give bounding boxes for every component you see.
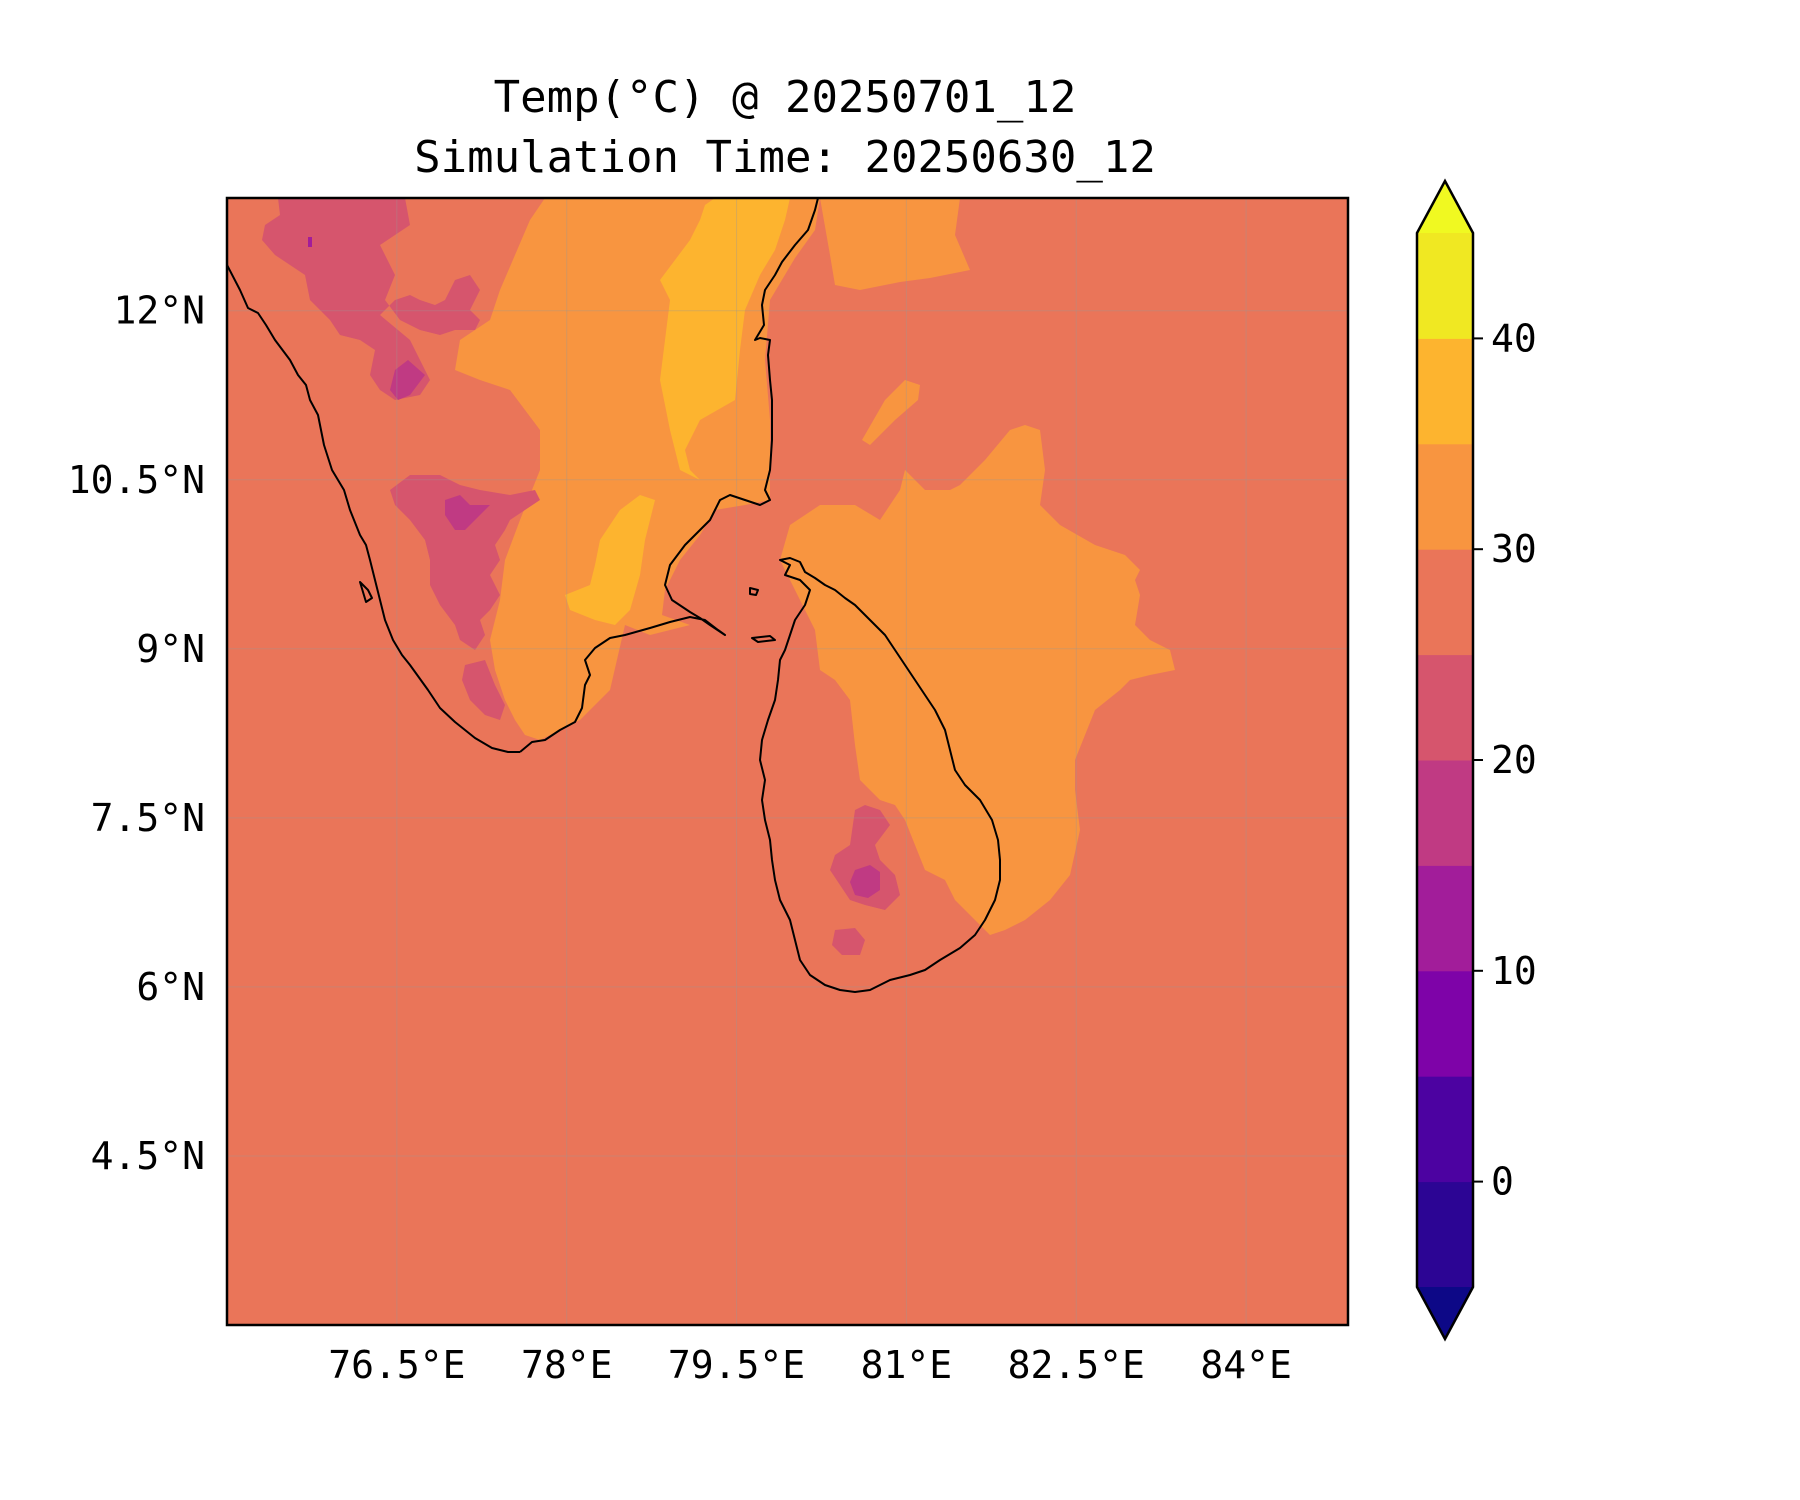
contour-region-10-15-speck <box>308 237 312 247</box>
coastline-island-2 <box>751 635 776 643</box>
colorbar-band <box>1417 760 1473 866</box>
colorbar-band <box>1417 654 1473 761</box>
contour-region-35-40-north <box>660 198 790 480</box>
y-tick-label: 9°N <box>136 627 205 671</box>
colorbar-extend-under <box>1417 1287 1473 1339</box>
coastline-srilanka <box>759 557 1001 993</box>
colorbar-band <box>1417 233 1473 339</box>
colorbar-tick-label: 20 <box>1491 738 1537 782</box>
contour-region-15-20-north <box>390 360 425 400</box>
temperature-contours <box>262 198 1175 955</box>
colorbar-tick-label: 40 <box>1491 316 1537 360</box>
colorbar-extend-over <box>1417 181 1473 233</box>
coastline-island-3 <box>359 581 373 603</box>
map-plot-area <box>227 198 1348 1325</box>
contour-region-15-20-south <box>445 495 490 530</box>
contour-region-30-35-sea <box>862 380 920 445</box>
colorbar-outline <box>1415 178 1475 1342</box>
colorbar-band <box>1417 1181 1473 1288</box>
colorbar-band <box>1417 865 1473 972</box>
coastline-india-southeast <box>519 198 819 753</box>
chart-title: Temp(°C) @ 20250701_12 Simulation Time: … <box>225 68 1345 188</box>
x-tick-label: 79.5°E <box>668 1343 805 1387</box>
contour-region-15-20-srilanka <box>850 865 880 898</box>
colorbar-tick-label: 30 <box>1491 527 1537 571</box>
colorbar-band <box>1417 549 1473 656</box>
colorbar: 0 10 20 30 40 <box>1415 178 1537 1342</box>
contour-region-20-25-srilanka <box>830 805 900 910</box>
colorbar-band <box>1417 443 1473 550</box>
contour-region-20-25-ghats-north <box>262 198 480 400</box>
colorbar-tick-label: 10 <box>1491 949 1537 993</box>
contour-region-30-35-northeast <box>820 198 970 290</box>
y-axis-ticks: 12°N 10.5°N 9°N 7.5°N 6°N 4.5°N <box>68 289 205 1178</box>
contour-region-20-25-srilanka-south <box>832 928 865 955</box>
y-tick-label: 4.5°N <box>91 1134 205 1178</box>
contour-region-20-25-tirunelveli <box>462 660 505 720</box>
title-line-2: Simulation Time: 20250630_12 <box>414 132 1156 183</box>
colorbar-tick-label: 0 <box>1491 1160 1514 1204</box>
x-tick-label: 76.5°E <box>328 1343 465 1387</box>
colorbar-band <box>1417 1076 1473 1183</box>
coastline-island-1 <box>749 587 759 596</box>
x-tick-label: 84°E <box>1200 1343 1292 1387</box>
gridlines <box>227 198 1348 1325</box>
x-axis-ticks: 76.5°E 78°E 79.5°E 81°E 82.5°E 84°E <box>328 1343 1292 1387</box>
y-tick-label: 7.5°N <box>91 796 205 840</box>
colorbar-band <box>1417 338 1473 445</box>
map-frame <box>225 196 1350 1327</box>
contour-region-35-40-south <box>565 495 655 625</box>
x-tick-label: 78°E <box>521 1343 613 1387</box>
contour-region-20-25-ghats-south <box>390 475 540 650</box>
y-tick-label: 12°N <box>113 289 205 333</box>
coastlines <box>227 198 1001 993</box>
contour-region-30-35-srilanka <box>780 425 1175 935</box>
y-tick-label: 6°N <box>136 965 205 1009</box>
x-tick-label: 81°E <box>861 1343 953 1387</box>
coastline-india-west <box>227 264 520 753</box>
x-tick-label: 82.5°E <box>1008 1343 1145 1387</box>
colorbar-band <box>1417 970 1473 1077</box>
y-tick-label: 10.5°N <box>68 458 205 502</box>
title-line-1: Temp(°C) @ 20250701_12 <box>493 72 1077 123</box>
